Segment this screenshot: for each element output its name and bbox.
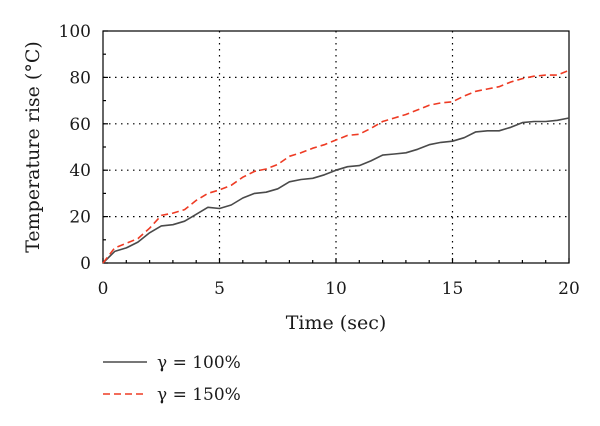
plot-frame [102,30,570,264]
y-axis-title: Temperature rise (°C) [22,41,44,253]
x-tick-label-20: 20 [558,279,580,299]
series-line-1 [102,117,570,264]
y-tick-label-0: 0 [80,254,91,274]
y-tick-label-60: 60 [69,115,91,135]
legend-label-2: γ = 150% [157,385,241,405]
x-tick-label-10: 10 [325,279,347,299]
legend: γ = 100% γ = 150% [103,353,241,405]
x-tick-label-15: 15 [442,279,464,299]
series-line-2 [102,69,570,264]
tick-labels: 0 20 40 60 80 100 0 5 10 15 20 [59,22,580,299]
y-tick-label-100: 100 [59,22,91,42]
x-tick-label-5: 5 [214,279,225,299]
legend-label-1: γ = 100% [157,353,241,373]
y-tick-label-80: 80 [69,68,91,88]
axes [102,30,570,264]
data-series [102,69,570,264]
y-tick-label-20: 20 [69,208,91,228]
y-tick-label-40: 40 [69,161,91,181]
x-tick-label-0: 0 [98,279,109,299]
x-axis-title: Time (sec) [286,312,387,334]
grid-lines [103,31,569,263]
